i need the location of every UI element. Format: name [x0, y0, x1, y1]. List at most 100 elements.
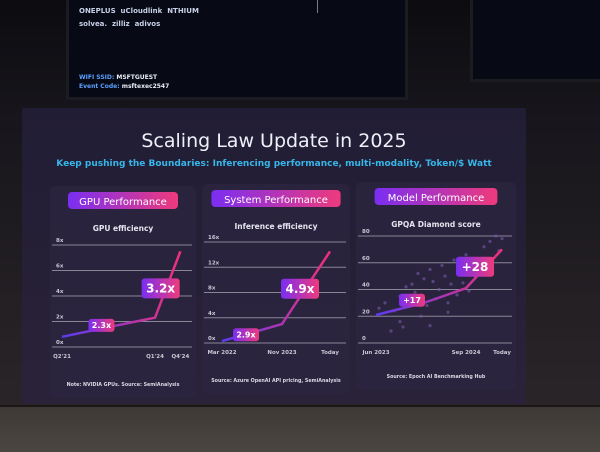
scatter-point [482, 245, 486, 249]
divider [317, 0, 318, 13]
scatter-point [443, 274, 447, 278]
data-label-badge [399, 293, 425, 307]
y-tick-label: 0x [208, 336, 216, 342]
x-tick-label: Q2'21 [53, 354, 71, 360]
scatter-point [416, 271, 420, 276]
y-tick-label: 2x [56, 315, 64, 321]
data-label-badge [233, 328, 259, 342]
x-tick-label: Sep 2024 [452, 350, 481, 356]
scatter-point [440, 263, 444, 268]
x-tick-label: Mar 2022 [207, 350, 236, 356]
top-right-monitor [470, 0, 600, 82]
x-tick-label: Q1'24 [146, 354, 164, 360]
scatter-point [464, 253, 468, 257]
scatter-point [500, 237, 504, 241]
x-tick-label: Nov 2023 [267, 350, 296, 356]
logo-solvea: solvea. [79, 20, 108, 28]
chart-pill-label: Model Performance [388, 193, 485, 204]
scatter-point [467, 289, 471, 293]
scatter-point [437, 287, 441, 292]
slide-title: Scaling Law Update in 2025 [141, 130, 407, 152]
scatter-point [410, 282, 414, 286]
data-label-badge [281, 278, 319, 299]
y-tick-label: 6x [56, 264, 64, 270]
chart-title: Inference efficiency [235, 222, 318, 231]
scatter-point [383, 301, 387, 305]
logo-oneplus: ONEPLUS [79, 7, 116, 15]
y-tick-label: 4x [208, 311, 216, 317]
chart-pill [211, 190, 341, 207]
data-label: 2.3x [92, 321, 112, 330]
panel-background [202, 184, 350, 394]
sponsor-logos: ONEPLUS uCloudlink NTHIUM solvea. zilliz… [79, 5, 199, 31]
scatter-point [446, 301, 450, 305]
x-tick-label: Today [321, 350, 339, 356]
chart-pill [68, 192, 178, 209]
x-tick-label: Jun 2023 [361, 350, 389, 356]
panel-background [50, 186, 196, 398]
scatter-point [455, 293, 459, 297]
x-tick-label: Today [493, 350, 511, 356]
chart-panel-1 [50, 186, 196, 398]
scatter-point [428, 324, 432, 328]
logo-ucloudlink: uCloudlink [120, 7, 163, 15]
chart-source-note: Source: Epoch AI Benchmarking Hub [387, 374, 486, 380]
scatter-point [422, 277, 426, 281]
data-label-badge [88, 318, 115, 332]
wifi-ssid: MSFTGUEST [116, 74, 158, 81]
event-code: msftexec2547 [121, 83, 170, 90]
chart-source-note: Source: Azure OpenAI API pricing, SemiAn… [211, 378, 341, 384]
y-tick-label: 80 [362, 229, 370, 235]
y-tick-label: 60 [362, 256, 370, 262]
scatter-point [488, 239, 492, 243]
wifi-ssid-label: WIFI SSID: [79, 74, 115, 81]
chart-pill [374, 188, 498, 205]
scatter-point [461, 281, 465, 285]
scatter-point [413, 290, 417, 294]
chart-source-note: Note: NVIDIA GPUs. Source: SemiAnalysis [67, 382, 180, 388]
y-tick-label: 20 [362, 309, 370, 315]
chart-pill-label: System Performance [224, 195, 328, 206]
scatter-point [446, 310, 450, 314]
y-tick-label: 8x [56, 238, 64, 244]
y-tick-label: 12x [208, 260, 220, 266]
y-tick-label: 4x [56, 289, 64, 295]
x-tick-label: Q4'24 [171, 354, 189, 360]
chart-panel-2 [202, 184, 350, 394]
chart-pill-label: GPU Performance [79, 197, 167, 208]
scatter-point [494, 234, 498, 238]
chart-panel-3 [356, 182, 516, 390]
scatter-point [398, 320, 402, 324]
y-tick-label: 0x [56, 340, 64, 346]
data-label: 2.9x [236, 331, 256, 340]
scatter-point [425, 303, 429, 308]
panel-background [356, 182, 516, 390]
scatter-point [449, 282, 453, 286]
scatter-point [452, 258, 456, 262]
slide-subtitle: Keep pushing the Boundaries: Inferencing… [56, 159, 492, 169]
data-label: 4.9x [286, 282, 315, 296]
scatter-point [404, 285, 408, 289]
chart-title: GPU efficiency [93, 224, 154, 233]
scatter-point [428, 267, 432, 272]
scatter-point [401, 325, 405, 329]
y-tick-label: 0 [362, 336, 366, 342]
scatter-point [389, 329, 393, 333]
y-tick-label: 8x [208, 286, 216, 292]
scatter-point [377, 306, 381, 310]
event-code-label: Event Code: [79, 83, 120, 90]
floor [0, 405, 600, 452]
y-tick-label: 40 [362, 283, 370, 289]
data-label: 3.2x [146, 282, 175, 296]
top-left-monitor: ONEPLUS uCloudlink NTHIUM solvea. zilliz… [66, 0, 408, 100]
scatter-point [419, 314, 423, 318]
chart-title: GPQA Diamond score [391, 220, 480, 229]
logo-nthium: NTHIUM [167, 7, 199, 15]
data-label-badge [141, 278, 180, 299]
data-label: +17 [403, 296, 421, 305]
data-label: +28 [462, 260, 489, 274]
scatter-point [431, 279, 435, 284]
wifi-info: WIFI SSID: MSFTGUEST Event Code: msftexe… [79, 73, 169, 91]
logo-adivos: adivos [134, 20, 161, 28]
